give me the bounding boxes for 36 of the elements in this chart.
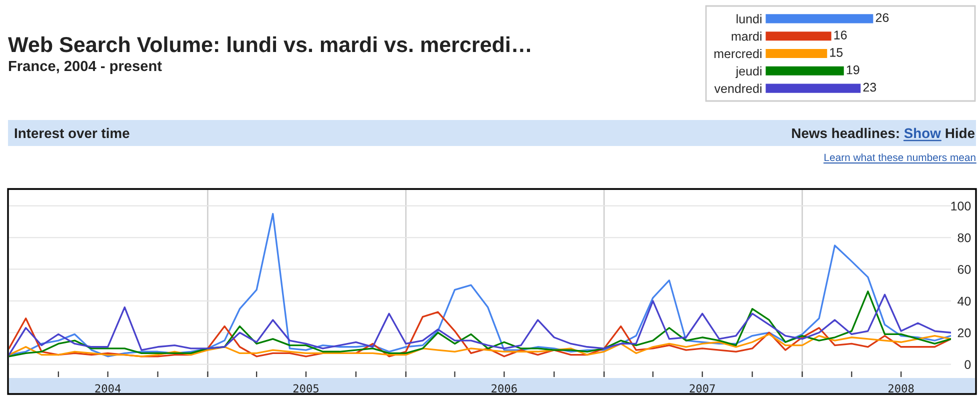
data-label: 16	[834, 30, 847, 40]
text: Learn what these numbers mean	[824, 153, 976, 162]
y-tick-label: mercredi	[714, 48, 762, 58]
text: Show	[904, 128, 941, 138]
data-label: 23	[863, 82, 876, 92]
x-tick-label: 2005	[293, 384, 318, 393]
bar	[765, 12, 875, 25]
bar	[765, 82, 862, 94]
chart-title: Web Search Volume: lundi vs. mardi vs. mercredi…	[8, 36, 530, 52]
y-tick-label: 20	[958, 328, 971, 338]
y-tick-label: vendredi	[714, 84, 762, 93]
y-tick-label: 40	[958, 296, 971, 306]
x-tick-label: 2006	[492, 384, 517, 393]
bar	[765, 64, 846, 77]
text: Interest over time	[14, 128, 130, 138]
y-tick-label: jeudi	[736, 66, 762, 78]
line-series	[9, 333, 951, 358]
text: Hide	[946, 128, 975, 138]
x-tick-label: 2004	[95, 384, 121, 393]
line-series	[9, 311, 951, 358]
y-tick-label: mardi	[732, 32, 762, 41]
text: News headlines:	[792, 128, 899, 138]
bar	[765, 30, 833, 42]
data-label: 26	[876, 13, 889, 22]
data-label: 15	[830, 48, 843, 57]
bar	[765, 48, 828, 60]
y-tick-label: 100	[951, 202, 971, 210]
y-tick-label: 0	[964, 360, 971, 369]
y-tick-label: 60	[958, 265, 971, 274]
y-tick-label: 80	[958, 233, 971, 242]
x-tick-label: 2007	[690, 384, 715, 393]
y-tick-label: lundi	[736, 14, 762, 24]
line-series	[9, 212, 951, 358]
chart-subtitle: France, 2004 - present	[8, 60, 162, 74]
x-tick-label: 2008	[888, 384, 914, 393]
data-label: 19	[846, 65, 860, 74]
